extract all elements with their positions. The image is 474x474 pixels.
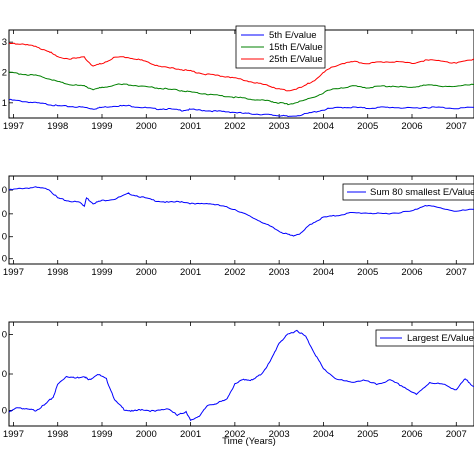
series-line-5th-e-value [8, 98, 474, 118]
x-axis-label: Time (Years) [222, 436, 276, 447]
x-tick-label: 1997 [3, 121, 24, 132]
panel-2-legend: Sum 80 smallest E/Values [342, 183, 474, 201]
panel-2-y-ticks: 0 0 0 0 [2, 185, 13, 265]
panel-1-series [8, 42, 474, 118]
x-tick-label: 2003 [269, 121, 290, 132]
series-line-25th-e-value [8, 42, 474, 92]
panel-1-legend: 5th E/value 15th E/Value 25th E/Value [235, 25, 326, 69]
x-tick-label: 2007 [446, 429, 467, 440]
x-tick-label: 2000 [136, 429, 157, 440]
x-tick-label: 2004 [313, 429, 334, 440]
series-line-largest-e-value [8, 329, 474, 422]
y-tick-label: 1 [2, 98, 7, 109]
x-tick-label: 1998 [47, 267, 68, 278]
y-tick-label: 0 [2, 232, 7, 243]
x-tick-label: 2006 [401, 121, 422, 132]
y-tick-label: 0 [2, 405, 7, 416]
x-tick-label: 2003 [269, 429, 290, 440]
x-tick-label: 2005 [357, 121, 378, 132]
x-tick-label: 2001 [180, 121, 201, 132]
series-line-sum-80-smallest-e-values [8, 186, 474, 237]
panel-1: 1 2 3 1997 1998 1999 2000 2001 2002 2003 2004 2005… [2, 25, 474, 132]
x-tick-label: 1998 [47, 121, 68, 132]
x-tick-label: 1999 [91, 267, 112, 278]
panel-3-series [8, 329, 474, 422]
x-tick-label: 2007 [446, 267, 467, 278]
x-tick-label: 1998 [47, 429, 68, 440]
y-tick-label: 0 [2, 185, 7, 196]
legend-label-largest: Largest E/Value [407, 333, 474, 344]
panel-2: 0 0 0 0 1997 1998 1999 2000 2001 2002 2003 2004 200… [2, 175, 474, 278]
y-tick-label: 0 [2, 329, 7, 340]
panel-3-legend: Largest E/Value [375, 329, 474, 347]
y-tick-label: 0 [2, 369, 7, 380]
x-tick-label: 1999 [91, 429, 112, 440]
x-tick-label: 2002 [224, 121, 245, 132]
y-tick-label: 0 [2, 209, 7, 220]
panel-2-axes-box [8, 175, 474, 265]
x-tick-label: 2006 [401, 267, 422, 278]
panel-3-y-ticks: 0 0 0 [2, 329, 13, 416]
x-tick-label: 2005 [357, 429, 378, 440]
x-tick-label: 2005 [357, 267, 378, 278]
x-tick-label: 1997 [3, 429, 24, 440]
legend-label-5th: 5th E/value [269, 30, 317, 41]
legend-label-25th: 25th E/Value [269, 54, 323, 65]
series-line-15th-e-value [8, 71, 474, 106]
x-tick-label: 2002 [224, 429, 245, 440]
x-tick-label: 2003 [269, 267, 290, 278]
y-tick-label: 0 [2, 254, 7, 265]
panel-3-x-ticks: 1997 1998 1999 2000 2001 2002 2003 2004 2005 2006… [3, 322, 467, 440]
legend-label-sum80: Sum 80 smallest E/Values [370, 187, 474, 198]
panel-1-x-ticks: 1997 1998 1999 2000 2001 2002 2003 2004 2005 2006… [3, 30, 467, 132]
panel-1-y-ticks: 1 2 3 [2, 37, 13, 109]
panel-3: 0 0 0 1997 1998 1999 2000 2001 2002 2003 2004 2005… [2, 321, 474, 447]
x-tick-label: 1999 [91, 121, 112, 132]
x-tick-label: 2006 [401, 429, 422, 440]
x-tick-label: 2007 [446, 121, 467, 132]
panel-2-legend-box [342, 183, 474, 201]
panel-2-x-ticks: 1997 1998 1999 2000 2001 2002 2003 2004 2005 2006… [3, 176, 467, 278]
x-tick-label: 2004 [313, 121, 334, 132]
x-tick-label: 2002 [224, 267, 245, 278]
x-tick-label: 1997 [3, 267, 24, 278]
x-tick-label: 2004 [313, 267, 334, 278]
panel-3-legend-box [375, 329, 474, 347]
x-tick-label: 2001 [180, 429, 201, 440]
legend-label-15th: 15th E/Value [269, 42, 323, 53]
y-tick-label: 2 [2, 67, 7, 78]
x-tick-label: 2001 [180, 267, 201, 278]
x-tick-label: 2000 [136, 267, 157, 278]
panel-2-series [8, 186, 474, 237]
y-tick-label: 3 [2, 37, 7, 48]
x-tick-label: 2000 [136, 121, 157, 132]
